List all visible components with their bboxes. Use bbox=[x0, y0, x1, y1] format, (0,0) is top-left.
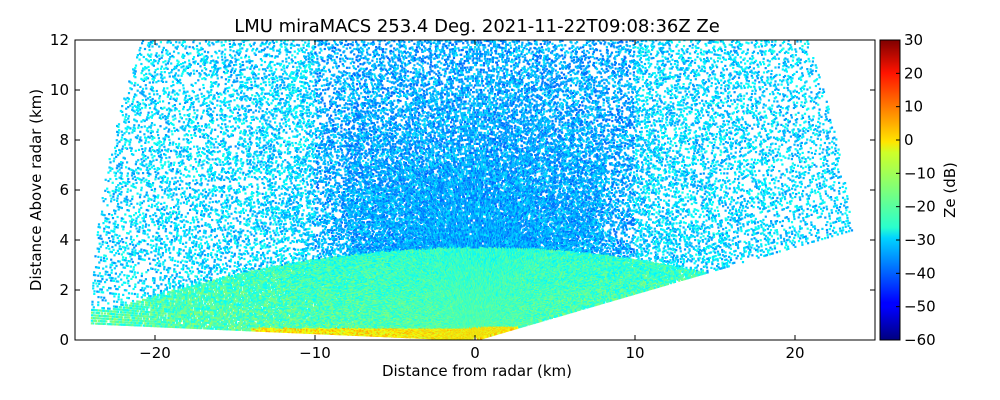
reflectivity-cell bbox=[97, 304, 99, 306]
reflectivity-cell bbox=[107, 308, 109, 310]
reflectivity-cell bbox=[125, 304, 127, 306]
reflectivity-cell bbox=[150, 318, 152, 320]
reflectivity-cell bbox=[125, 302, 127, 304]
reflectivity-cell bbox=[104, 312, 106, 314]
reflectivity-cell bbox=[145, 304, 147, 306]
reflectivity-cell bbox=[129, 305, 131, 307]
reflectivity-cell bbox=[123, 306, 125, 308]
reflectivity-cell bbox=[163, 319, 165, 321]
reflectivity-cell bbox=[91, 303, 93, 305]
reflectivity-cell bbox=[120, 304, 122, 306]
reflectivity-cell bbox=[146, 309, 148, 311]
reflectivity-cell bbox=[119, 306, 121, 308]
reflectivity-cell bbox=[97, 301, 99, 303]
reflectivity-cell bbox=[206, 325, 208, 327]
reflectivity-cell bbox=[113, 305, 115, 307]
reflectivity-cell bbox=[167, 317, 169, 319]
reflectivity-cell bbox=[193, 317, 195, 319]
reflectivity-cell bbox=[183, 322, 185, 324]
reflectivity-cell bbox=[144, 322, 146, 324]
reflectivity-cell bbox=[93, 306, 95, 308]
reflectivity-cell bbox=[183, 320, 185, 322]
reflectivity-cell bbox=[139, 313, 141, 315]
reflectivity-cell bbox=[91, 312, 93, 314]
reflectivity-cell bbox=[176, 322, 178, 324]
reflectivity-cell bbox=[91, 320, 93, 322]
reflectivity-cell bbox=[91, 309, 93, 311]
reflectivity-cell bbox=[150, 309, 152, 311]
reflectivity-cell bbox=[150, 307, 152, 309]
reflectivity-cell bbox=[102, 299, 104, 301]
reflectivity-cell bbox=[150, 314, 152, 316]
reflectivity-cell bbox=[91, 322, 93, 324]
reflectivity-cell bbox=[107, 313, 109, 315]
reflectivity-cell bbox=[190, 319, 192, 321]
reflectivity-cell bbox=[91, 317, 93, 319]
reflectivity-cell bbox=[95, 323, 97, 325]
reflectivity-cell bbox=[167, 313, 169, 315]
reflectivity-cell bbox=[159, 305, 161, 307]
reflectivity-cell bbox=[91, 301, 93, 303]
chart-title: LMU miraMACS 253.4 Deg. 2021-11-22T09:08… bbox=[234, 16, 720, 37]
reflectivity-cell bbox=[105, 299, 107, 301]
reflectivity-cell bbox=[113, 308, 115, 310]
reflectivity-cell bbox=[140, 310, 142, 312]
reflectivity-cell bbox=[98, 320, 100, 322]
reflectivity-cell bbox=[101, 312, 103, 314]
reflectivity-cell bbox=[110, 321, 112, 323]
reflectivity-cell bbox=[120, 311, 122, 313]
reflectivity-cell bbox=[131, 317, 133, 319]
reflectivity-cell bbox=[130, 302, 132, 304]
reflectivity-cell bbox=[107, 302, 109, 304]
reflectivity-cell bbox=[203, 327, 205, 329]
reflectivity-cell bbox=[91, 314, 93, 316]
reflectivity-cell bbox=[113, 300, 115, 302]
reflectivity-cell bbox=[160, 317, 162, 319]
reflectivity-cell bbox=[120, 301, 122, 303]
reflectivity-cell bbox=[179, 320, 181, 322]
reflectivity-cell bbox=[116, 301, 118, 303]
reflectivity-cell bbox=[95, 312, 97, 314]
reflectivity-cell bbox=[165, 315, 167, 317]
reflectivity-cell bbox=[140, 303, 142, 305]
reflectivity-cell bbox=[143, 325, 145, 327]
reflectivity-cell bbox=[124, 316, 126, 318]
reflectivity-cell bbox=[107, 323, 109, 325]
reflectivity-cell bbox=[143, 318, 145, 320]
reflectivity-cell bbox=[167, 315, 169, 317]
reflectivity-cell bbox=[101, 307, 103, 309]
